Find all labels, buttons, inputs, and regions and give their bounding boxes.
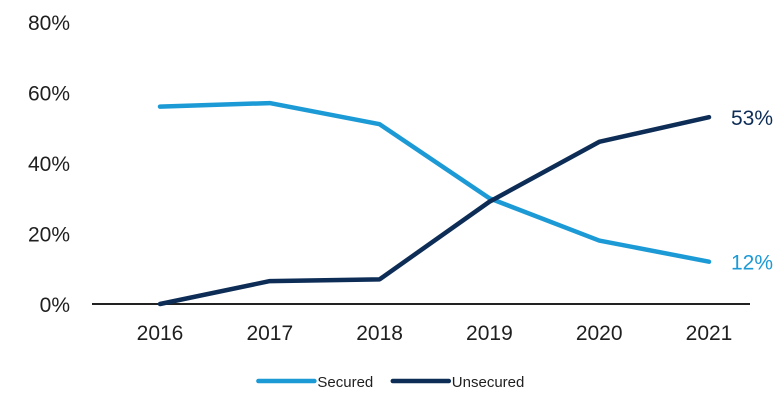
legend-item-unsecured: Unsecured: [390, 374, 525, 391]
x-tick-label-2016: 2016: [137, 322, 184, 345]
y-tick-label-60: 60%: [28, 83, 70, 106]
y-tick-label-0: 0%: [40, 294, 70, 317]
x-tick-label-2018: 2018: [356, 322, 403, 345]
x-axis-tick-labels: 2016 2017 2018 2019 2020 2021: [137, 322, 733, 345]
legend-item-secured: Secured: [256, 374, 373, 391]
y-tick-label-40: 40%: [28, 153, 70, 176]
y-tick-label-80: 80%: [28, 12, 70, 35]
x-tick-label-2017: 2017: [246, 322, 293, 345]
y-axis-tick-labels: 0% 20% 40% 60% 80%: [28, 12, 70, 317]
series-line-unsecured: [157, 114, 712, 307]
legend-label-secured: Secured: [317, 374, 373, 391]
x-tick-label-2019: 2019: [466, 322, 513, 345]
series-end-labels: 12% 53%: [731, 107, 773, 275]
x-tick-label-2020: 2020: [576, 322, 623, 345]
x-tick-label-2021: 2021: [686, 322, 733, 345]
series-line-secured: [157, 100, 712, 264]
y-tick-label-20: 20%: [28, 224, 70, 247]
end-label-unsecured: 53%: [731, 107, 773, 130]
legend: Secured Unsecured: [256, 374, 525, 391]
legend-label-unsecured: Unsecured: [452, 374, 525, 391]
series-lines: [157, 100, 712, 307]
end-label-secured: 12%: [731, 252, 773, 275]
